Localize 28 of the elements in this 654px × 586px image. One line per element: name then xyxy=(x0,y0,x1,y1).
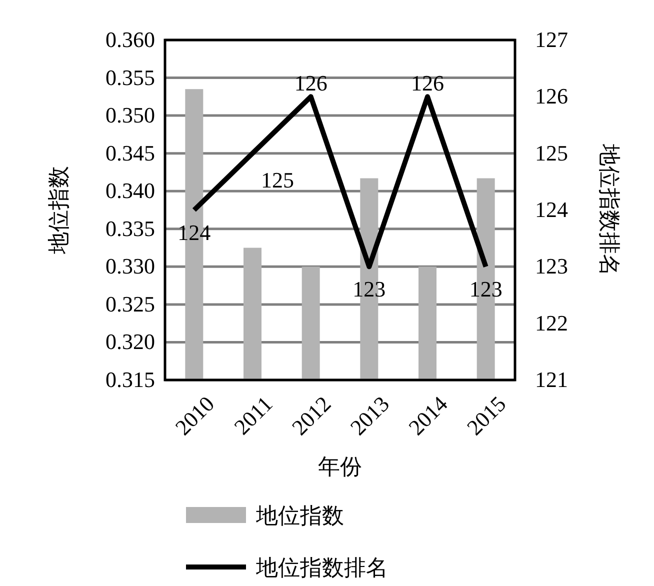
data-label: 126 xyxy=(411,70,444,96)
y2-tick-label: 126 xyxy=(535,84,568,109)
y-tick-label: 0.345 xyxy=(106,140,155,166)
y-tick-label: 0.335 xyxy=(106,216,155,241)
y2-axis-title: 地位指数排名 xyxy=(597,143,622,276)
data-label: 126 xyxy=(294,70,328,96)
data-label: 125 xyxy=(261,167,294,192)
y2-tick-label: 124 xyxy=(535,197,568,222)
y-tick-label: 0.355 xyxy=(106,64,155,90)
data-label: 123 xyxy=(469,276,502,302)
y-tick-label: 0.360 xyxy=(106,27,155,52)
y2-tick-label: 122 xyxy=(535,310,568,336)
y-tick-label: 0.350 xyxy=(106,102,155,128)
y-tick-label: 0.320 xyxy=(106,329,155,354)
y-tick-label: 0.340 xyxy=(106,178,155,204)
y-tick-label: 0.315 xyxy=(106,367,155,392)
x-axis-title: 年份 xyxy=(318,454,362,479)
y-tick-label: 0.330 xyxy=(106,254,155,279)
y2-tick-label: 125 xyxy=(535,140,568,166)
legend-label: 地位指数 xyxy=(255,503,344,528)
data-label: 124 xyxy=(178,220,211,245)
y2-tick-label: 121 xyxy=(535,367,568,392)
data-label: 123 xyxy=(352,276,386,302)
y2-tick-label: 123 xyxy=(535,254,568,279)
legend-label: 地位指数排名 xyxy=(255,555,388,580)
y-axis-title: 地位指数 xyxy=(46,166,71,255)
y-tick-label: 0.325 xyxy=(106,291,155,316)
y2-tick-label: 127 xyxy=(535,27,568,52)
